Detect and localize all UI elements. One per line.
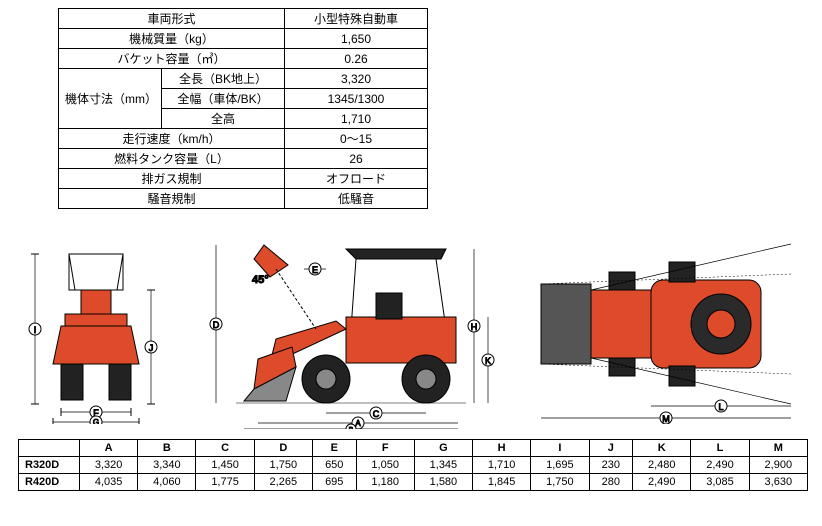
spec-table: 車両形式 小型特殊自動車 機械質量（kg） 1,650 バケット容量（㎥） 0.… [58,8,428,209]
spec-value: 低騒音 [285,189,428,209]
spec-value: 1,650 [285,29,428,49]
svg-text:M: M [663,414,671,424]
dim-cell: 2,900 [749,457,807,474]
svg-text:J: J [148,343,153,353]
dim-cell: 1,580 [414,474,472,491]
spec-dims-label: 機体寸法（mm） [59,69,162,129]
dim-cell: 230 [589,457,633,474]
spec-label: 排ガス規制 [59,169,285,189]
spec-value: 1345/1300 [285,89,428,109]
dim-cell: 1,050 [356,457,414,474]
spec-sub: 全幅（車体/BK） [162,89,285,109]
dim-cell: 3,630 [749,474,807,491]
dim-col: K [633,440,691,457]
spec-label: 燃料タンク容量（L） [59,149,285,169]
dim-cell: 695 [312,474,356,491]
spec-value: オフロード [285,169,428,189]
spec-value: 小型特殊自動車 [285,9,428,29]
svg-text:A: A [355,419,361,428]
dim-col: C [196,440,254,457]
dim-model: R320D [19,457,80,474]
dim-cell: 2,490 [633,474,691,491]
diagram-area: I J F G 45° [8,229,814,429]
dim-cell: 4,035 [80,474,138,491]
dim-cell: 2,490 [691,457,749,474]
dimension-table: A B C D E F G H I J K L M R320D 3,320 3,… [18,439,808,491]
dim-cell: 1,845 [473,474,531,491]
dim-col: B [138,440,196,457]
svg-text:L: L [719,402,724,412]
dim-cell: 2,265 [254,474,312,491]
dim-model: R420D [19,474,80,491]
dim-cell: 1,345 [414,457,472,474]
dim-col: M [749,440,807,457]
svg-text:B: B [349,427,354,429]
spec-label: 騒音規制 [59,189,285,209]
spec-value: 0～15 [285,129,428,149]
top-view-diagram: L M [521,234,801,424]
spec-value: 26 [285,149,428,169]
front-view-diagram: I J F G [21,234,171,424]
dim-col: J [589,440,633,457]
svg-text:H: H [471,322,478,332]
dim-col: G [414,440,472,457]
dim-cell: 1,450 [196,457,254,474]
spec-sub: 全高 [162,109,285,129]
dim-cell: 3,340 [138,457,196,474]
dim-cell: 4,060 [138,474,196,491]
dim-col: L [691,440,749,457]
side-view-diagram: 45° D E H K C A B [196,229,496,429]
svg-text:D: D [213,320,220,330]
table-row: R320D 3,320 3,340 1,450 1,750 650 1,050 … [19,457,808,474]
spec-sub: 全長（BK地上） [162,69,285,89]
svg-text:C: C [373,409,380,419]
dim-cell: 2,480 [633,457,691,474]
dim-col: E [312,440,356,457]
dim-cell: 280 [589,474,633,491]
svg-text:E: E [312,265,318,275]
spec-value: 1,710 [285,109,428,129]
dim-cell: 3,085 [691,474,749,491]
dim-col: D [254,440,312,457]
svg-text:K: K [485,356,491,366]
dim-col: F [356,440,414,457]
dim-cell: 1,750 [531,474,589,491]
dim-col: I [531,440,589,457]
dim-cell: 1,750 [254,457,312,474]
dim-col: H [473,440,531,457]
dim-header-blank [19,440,80,457]
svg-text:I: I [33,325,36,335]
dim-cell: 3,320 [80,457,138,474]
dim-col: A [80,440,138,457]
svg-text:G: G [93,418,99,424]
spec-value: 3,320 [285,69,428,89]
dim-cell: 1,695 [531,457,589,474]
spec-label: 車両形式 [59,9,285,29]
dim-cell: 1,180 [356,474,414,491]
table-row: R420D 4,035 4,060 1,775 2,265 695 1,180 … [19,474,808,491]
dim-cell: 650 [312,457,356,474]
angle-label: 45° [252,274,269,286]
dim-cell: 1,710 [473,457,531,474]
spec-label: 機械質量（kg） [59,29,285,49]
spec-label: 走行速度（km/h） [59,129,285,149]
spec-value: 0.26 [285,49,428,69]
dim-cell: 1,775 [196,474,254,491]
spec-label: バケット容量（㎥） [59,49,285,69]
